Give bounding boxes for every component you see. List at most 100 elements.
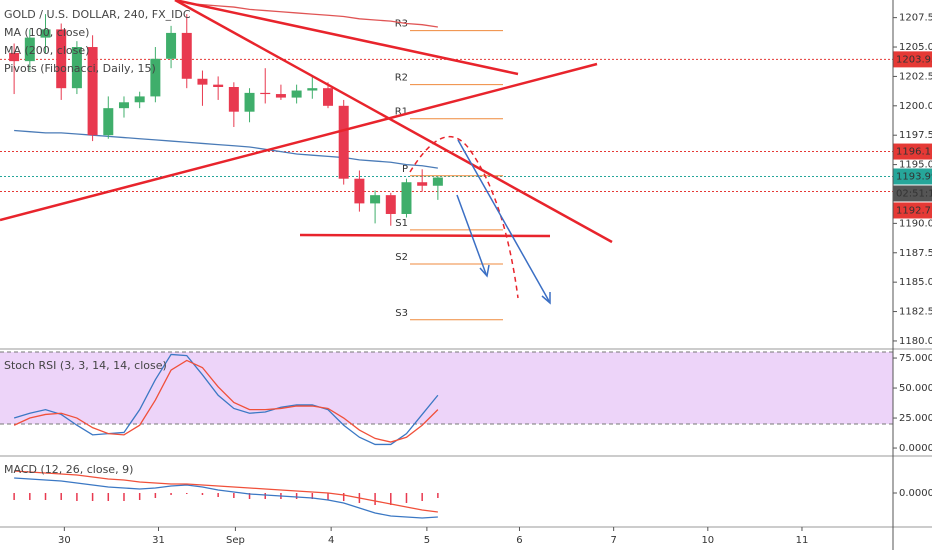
x-tick-label: 4 xyxy=(328,535,334,546)
macd-histogram xyxy=(44,493,47,500)
candle-body xyxy=(103,108,114,136)
price-label: 1193.99 xyxy=(896,171,932,182)
y-tick-label: 1182.50 xyxy=(899,307,932,318)
x-tick-label: 10 xyxy=(701,535,714,546)
y-tick-label: 1197.50 xyxy=(899,130,932,141)
candle-body xyxy=(260,92,271,95)
projection-curve xyxy=(409,135,519,299)
macd-histogram xyxy=(342,493,345,501)
candle-body xyxy=(150,58,161,97)
symbol-title: GOLD / U.S. DOLLAR, 240, FX_IDC xyxy=(4,8,191,21)
y-tick-label: 1202.50 xyxy=(899,71,932,82)
candle-body xyxy=(401,182,412,214)
price-label-box xyxy=(893,202,932,219)
y-tick-label: 1207.50 xyxy=(899,13,932,24)
y-tick-label: 50.0000 xyxy=(899,383,932,394)
pivot-label: S1 xyxy=(395,218,408,229)
x-tick-label: Sep xyxy=(226,535,245,546)
candle-body xyxy=(323,88,334,106)
macd-histogram xyxy=(390,493,392,505)
y-tick-label: 1185.00 xyxy=(899,277,932,288)
y-tick-label: 75.0000 xyxy=(899,353,932,364)
price-label: 1192.71 xyxy=(896,205,932,216)
x-tick-label: 5 xyxy=(424,535,430,546)
macd-histogram xyxy=(217,493,219,497)
y-tick-label: 1180.00 xyxy=(899,336,932,347)
candle-body xyxy=(166,32,177,59)
candle-body xyxy=(87,47,98,136)
candle-body xyxy=(118,102,129,109)
pivot-label: S3 xyxy=(395,308,408,319)
signal-line xyxy=(14,470,438,513)
candle-body xyxy=(181,32,192,79)
price-label: 1196.11 xyxy=(896,147,932,158)
y-tick-label: 1187.50 xyxy=(899,248,932,259)
arrow xyxy=(457,139,550,302)
price-label-box xyxy=(893,168,932,185)
indicator-title: Stoch RSI (3, 3, 14, 14, close) xyxy=(4,359,167,372)
candle-body xyxy=(291,90,302,98)
y-tick-label: 1195.00 xyxy=(899,160,932,171)
moving-average xyxy=(14,129,438,169)
y-tick-label: 0.0000 xyxy=(899,443,932,454)
pivot-label: R2 xyxy=(395,73,408,84)
countdown: 02:51:13 xyxy=(896,188,932,199)
candle-body xyxy=(40,29,51,38)
support-line xyxy=(299,233,551,238)
macd-histogram xyxy=(233,493,235,498)
pivot-label: S2 xyxy=(395,252,408,263)
arrow-head xyxy=(541,292,551,305)
candle-body xyxy=(24,37,35,62)
macd-histogram xyxy=(76,493,78,501)
x-tick-label: 7 xyxy=(610,535,616,546)
candle-body xyxy=(134,96,145,103)
y-tick-label: 1190.00 xyxy=(899,218,932,229)
y-tick-label: 25.0000 xyxy=(899,413,932,424)
pivot-label: R3 xyxy=(395,19,408,30)
moving-average xyxy=(186,2,438,28)
countdown-box xyxy=(893,185,932,202)
legend-entry: MA (200, close) xyxy=(4,44,89,57)
macd-histogram xyxy=(186,493,188,494)
macd-histogram xyxy=(13,493,15,500)
macd-histogram xyxy=(91,493,94,501)
candle-body xyxy=(9,52,20,62)
macd-histogram xyxy=(138,493,141,500)
candle-body xyxy=(244,92,255,112)
stoch-k xyxy=(13,353,439,446)
trend-line xyxy=(0,62,598,222)
macd-histogram xyxy=(405,493,408,503)
legend-entry: Pivots (Fibonacci, Daily, 15) xyxy=(4,62,156,75)
candle-body xyxy=(213,84,224,87)
stoch-d xyxy=(13,359,439,443)
macd-histogram xyxy=(123,493,125,501)
candle-body xyxy=(56,29,67,89)
candle-body xyxy=(228,87,239,112)
pivot-label: R1 xyxy=(395,107,408,118)
macd-histogram xyxy=(248,493,251,499)
panes: R3 R2 R1 P S1 S2 S3 xyxy=(0,2,893,519)
arrow-head xyxy=(479,264,490,278)
trend-line xyxy=(174,0,613,244)
candle-body xyxy=(417,182,428,186)
price-label: 1203.95 xyxy=(896,54,932,65)
x-tick-label: 11 xyxy=(796,535,809,546)
price-label-box xyxy=(893,143,932,160)
candle-body xyxy=(385,195,396,214)
x-tick-label: 31 xyxy=(152,535,165,546)
macd-histogram xyxy=(421,493,423,501)
indicator-title: MACD (12, 26, close, 9) xyxy=(4,463,133,476)
stoch-band xyxy=(0,352,893,425)
x-tick-label: 6 xyxy=(516,535,522,546)
y-tick-label: 0.0000 xyxy=(899,488,932,499)
x-tick-label: 30 xyxy=(58,535,71,546)
candle-body xyxy=(354,178,365,204)
legend: GOLD / U.S. DOLLAR, 240, FX_IDC MA (100,… xyxy=(4,8,191,476)
macd-histogram xyxy=(60,493,62,500)
macd-histogram xyxy=(295,493,298,499)
macd-histogram xyxy=(29,493,31,500)
trend-line xyxy=(174,0,519,76)
